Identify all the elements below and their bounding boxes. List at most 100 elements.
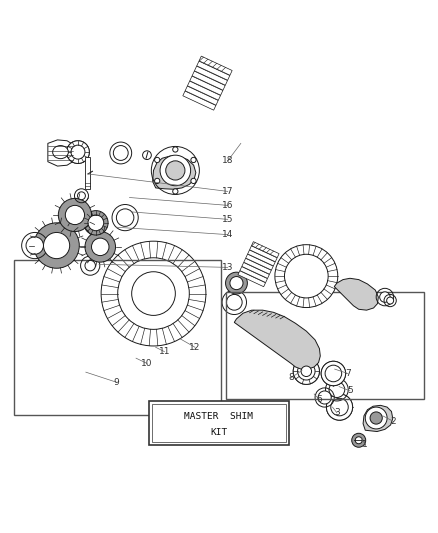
- Polygon shape: [190, 76, 223, 95]
- Circle shape: [173, 189, 178, 194]
- Circle shape: [143, 151, 151, 159]
- Circle shape: [297, 362, 315, 380]
- Polygon shape: [240, 266, 268, 282]
- Bar: [149, 401, 289, 445]
- Polygon shape: [199, 56, 232, 75]
- Polygon shape: [238, 271, 265, 287]
- Circle shape: [191, 157, 196, 163]
- Circle shape: [85, 231, 116, 262]
- Polygon shape: [197, 61, 230, 80]
- Text: 8: 8: [288, 373, 294, 382]
- Circle shape: [92, 238, 109, 256]
- Bar: [14, 260, 221, 415]
- Circle shape: [365, 407, 387, 429]
- Text: 6: 6: [317, 395, 322, 404]
- Circle shape: [160, 155, 191, 185]
- Text: 13: 13: [222, 263, 233, 272]
- Text: 5: 5: [347, 386, 353, 395]
- Circle shape: [26, 237, 43, 254]
- Circle shape: [71, 145, 85, 159]
- Polygon shape: [363, 405, 393, 432]
- Circle shape: [326, 394, 353, 420]
- Polygon shape: [183, 91, 216, 110]
- Circle shape: [117, 209, 134, 227]
- Text: 15: 15: [222, 215, 233, 224]
- Polygon shape: [242, 262, 269, 278]
- Polygon shape: [334, 278, 378, 310]
- Circle shape: [226, 294, 242, 310]
- Circle shape: [285, 254, 328, 298]
- Text: KIT: KIT: [210, 428, 228, 437]
- Polygon shape: [48, 140, 73, 166]
- Circle shape: [113, 146, 128, 160]
- Circle shape: [352, 433, 366, 447]
- Circle shape: [370, 412, 382, 424]
- Polygon shape: [247, 250, 275, 266]
- Polygon shape: [234, 310, 320, 369]
- Polygon shape: [246, 254, 273, 270]
- Text: 12: 12: [189, 343, 201, 352]
- Polygon shape: [251, 241, 279, 257]
- Circle shape: [318, 391, 331, 404]
- Circle shape: [67, 141, 89, 164]
- Circle shape: [331, 398, 348, 416]
- Ellipse shape: [53, 146, 68, 159]
- Circle shape: [71, 145, 85, 159]
- Circle shape: [329, 382, 345, 398]
- Circle shape: [67, 141, 89, 164]
- Circle shape: [321, 361, 346, 386]
- Circle shape: [173, 147, 178, 152]
- Circle shape: [34, 223, 79, 268]
- Circle shape: [118, 258, 189, 329]
- Bar: [85, 157, 90, 189]
- Text: 10: 10: [141, 359, 153, 368]
- Circle shape: [65, 205, 85, 224]
- Polygon shape: [192, 71, 225, 90]
- Circle shape: [297, 362, 315, 380]
- Circle shape: [325, 365, 342, 382]
- Text: 17: 17: [222, 187, 233, 196]
- Polygon shape: [152, 156, 196, 189]
- Circle shape: [301, 366, 311, 376]
- Circle shape: [43, 232, 70, 259]
- Circle shape: [325, 365, 342, 382]
- Polygon shape: [250, 246, 277, 262]
- Circle shape: [101, 241, 206, 346]
- Circle shape: [293, 358, 319, 384]
- Polygon shape: [244, 259, 272, 274]
- Polygon shape: [187, 81, 221, 100]
- Circle shape: [230, 277, 243, 289]
- Text: 16: 16: [222, 201, 233, 210]
- Bar: [226, 292, 424, 399]
- Circle shape: [58, 198, 92, 231]
- Circle shape: [132, 272, 175, 316]
- Text: 7: 7: [345, 369, 351, 378]
- Circle shape: [85, 261, 95, 271]
- Circle shape: [155, 157, 160, 163]
- Text: MASTER  SHIM: MASTER SHIM: [184, 412, 254, 421]
- Circle shape: [88, 215, 104, 231]
- Circle shape: [84, 211, 108, 235]
- Circle shape: [326, 394, 353, 420]
- Text: 9: 9: [113, 378, 119, 387]
- Circle shape: [387, 297, 394, 304]
- Bar: [152, 403, 286, 442]
- Circle shape: [155, 179, 160, 183]
- Text: 2: 2: [391, 417, 396, 426]
- Circle shape: [321, 361, 346, 386]
- Polygon shape: [185, 86, 218, 105]
- Text: 1: 1: [362, 440, 368, 449]
- Polygon shape: [194, 66, 227, 85]
- Circle shape: [166, 161, 185, 180]
- Circle shape: [275, 245, 338, 308]
- Circle shape: [355, 437, 362, 444]
- Circle shape: [293, 358, 319, 384]
- Text: 18: 18: [222, 156, 233, 165]
- Circle shape: [226, 272, 247, 294]
- Text: 3: 3: [334, 408, 340, 417]
- Circle shape: [191, 179, 196, 183]
- Circle shape: [78, 192, 85, 200]
- Text: 14: 14: [222, 230, 233, 239]
- Text: 11: 11: [159, 347, 170, 356]
- Circle shape: [380, 292, 390, 302]
